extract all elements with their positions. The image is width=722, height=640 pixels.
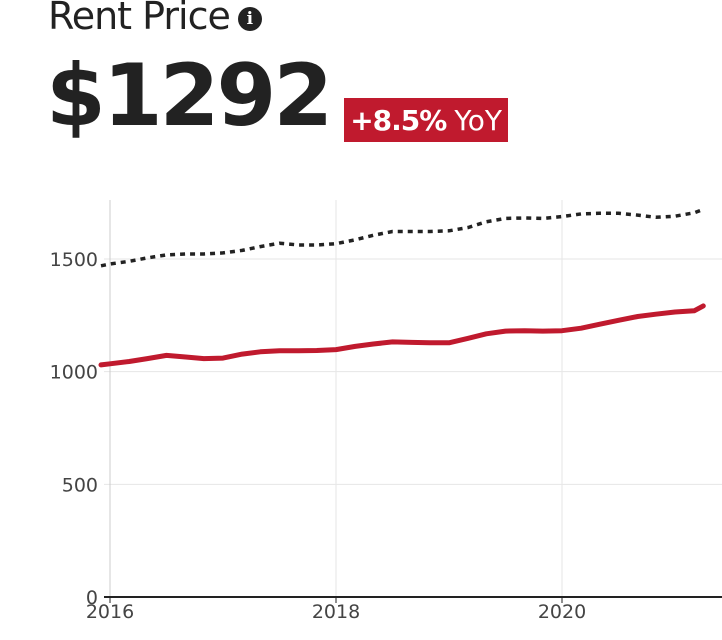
- x-tick-label: 2018: [312, 601, 360, 623]
- page-title: Rent Price: [48, 0, 231, 38]
- x-tick-label: 2020: [538, 601, 586, 623]
- y-tick-label: 1000: [50, 362, 98, 384]
- title-row: Rent Price i: [48, 0, 262, 38]
- change-value: +8.5%: [350, 103, 447, 137]
- current-price: $1292: [46, 46, 333, 146]
- y-tick-label: 500: [62, 474, 98, 496]
- info-icon[interactable]: i: [237, 7, 262, 31]
- rent-price-series-line: [98, 303, 706, 368]
- y-tick-label: 0: [86, 587, 98, 609]
- comparison-series-line: [100, 207, 704, 268]
- change-badge: +8.5% YoY: [344, 98, 508, 142]
- change-suffix: YoY: [454, 103, 502, 137]
- price-row: $1292 +8.5% YoY: [46, 48, 508, 144]
- y-tick-label: 1500: [50, 249, 98, 271]
- x-tick-label: 2016: [86, 601, 134, 623]
